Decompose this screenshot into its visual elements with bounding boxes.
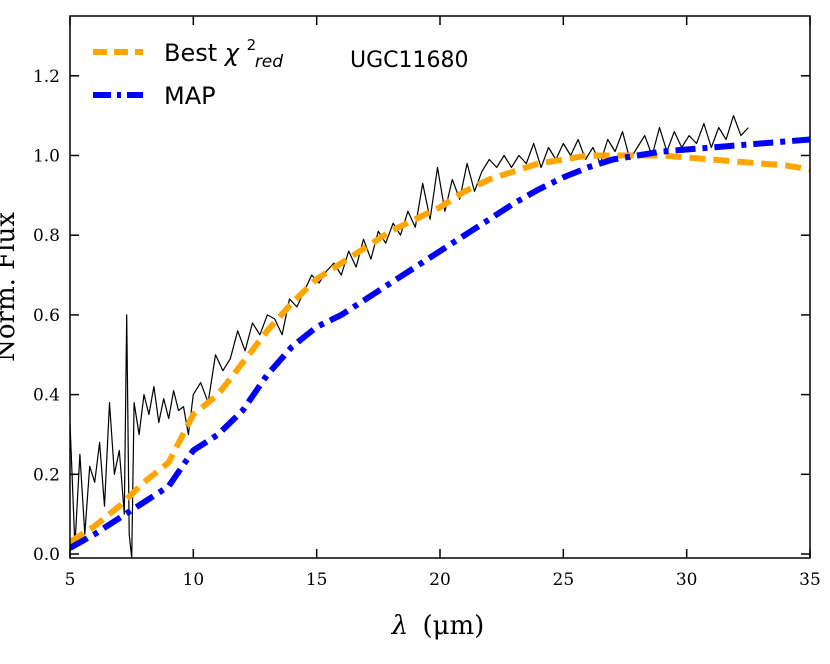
x-axis-label: λ (μm) — [391, 611, 485, 641]
x-axis-label-unit: (μm) — [422, 611, 484, 641]
x-tick-label: 5 — [65, 570, 76, 590]
legend-label-map: MAP — [164, 82, 216, 110]
galaxy-annotation: UGC11680 — [350, 48, 469, 73]
legend-label-best-main: Best — [164, 39, 225, 67]
series-map-line — [70, 136, 810, 551]
legend: Best χ 2 red MAP — [93, 28, 283, 110]
x-tick-label: 10 — [183, 570, 205, 590]
legend-label-best-sub: red — [255, 52, 283, 72]
x-tick-label: 25 — [553, 570, 575, 590]
legend-label-best-symbol: χ — [223, 39, 240, 67]
y-tick-label: 1.0 — [33, 146, 60, 166]
axis-ticks: 5 10 15 20 25 30 35 0.0 0.2 0.4 0.6 0.8 1.0 1.2 — [33, 16, 821, 590]
y-tick-label: 1.2 — [33, 67, 60, 87]
legend-label-best: Best χ 2 red — [164, 28, 283, 72]
x-tick-label: 35 — [799, 570, 821, 590]
x-tick-label: 15 — [306, 570, 328, 590]
x-tick-label: 20 — [429, 570, 451, 590]
y-axis-label: Norm. Flux — [0, 212, 21, 362]
legend-label-best-sup: 2 — [247, 36, 257, 54]
x-axis-label-symbol: λ — [391, 611, 408, 641]
series-best-chi2-line — [70, 152, 810, 545]
y-tick-label: 0.4 — [33, 386, 60, 406]
y-tick-label: 0.2 — [33, 465, 60, 485]
series-layer — [70, 115, 810, 558]
series-observed-spectrum — [70, 115, 749, 558]
y-tick-label: 0.6 — [33, 306, 60, 326]
y-tick-label: 0.0 — [33, 545, 60, 565]
y-tick-label: 0.8 — [33, 226, 60, 246]
x-tick-label: 30 — [676, 570, 698, 590]
